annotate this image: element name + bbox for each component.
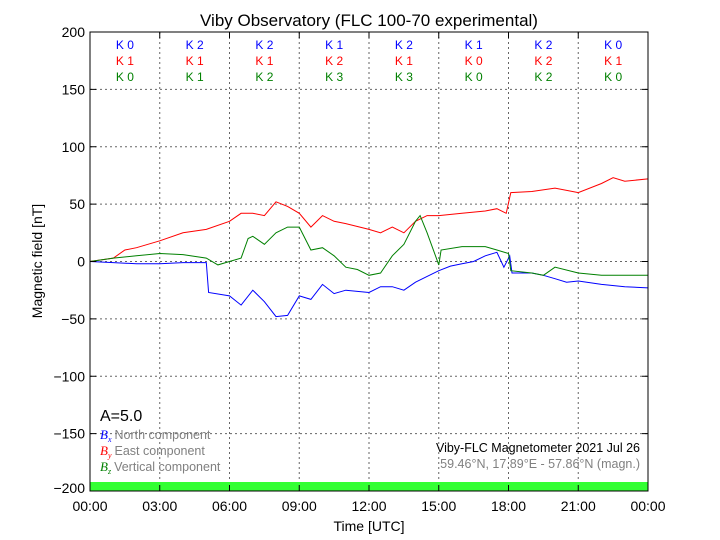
k-index-By: K 2	[325, 54, 343, 68]
series-Bz-line	[89, 214, 648, 276]
series-By-line	[89, 177, 649, 262]
k-index-Bz: K 2	[255, 70, 273, 84]
y-tick-label: −200	[53, 480, 85, 496]
legend-entry-Bx: Bx North component	[100, 427, 211, 444]
k-index-Bz: K 1	[186, 70, 204, 84]
series-lines	[89, 177, 649, 318]
y-tick-label: 100	[62, 139, 86, 155]
y-tick-label: 150	[62, 81, 86, 97]
station-label: Viby-FLC Magnetometer 2021 Jul 26	[436, 441, 640, 455]
y-tick-label: 200	[62, 24, 86, 40]
coordinates-label: 59.46°N, 17.89°E - 57.86°N (magn.)	[440, 457, 640, 471]
k-indices: K 0 K 2 K 2 K 1 K 2 K 1 K 2 K 0 K 1 K 1 K 1 K 2 K 1 K…	[116, 38, 623, 84]
k-index-By: K 1	[255, 54, 273, 68]
k-index-Bz: K 3	[395, 70, 413, 84]
k-index-Bz: K 0	[116, 70, 134, 84]
k-index-Bx: K 2	[534, 38, 552, 52]
y-tick-label: 0	[77, 254, 85, 270]
k-index-By: K 1	[604, 54, 622, 68]
k-index-Bz: K 3	[325, 70, 343, 84]
y-axis-label: Magnetic field [nT]	[29, 204, 45, 318]
x-axis-label: Time [UTC]	[333, 518, 404, 534]
x-tick-label: 18:00	[491, 498, 526, 514]
x-tick-label: 00:00	[630, 498, 665, 514]
x-tick-label: 15:00	[421, 498, 456, 514]
k-index-Bz: K 2	[534, 70, 552, 84]
x-tick-label: 12:00	[351, 498, 386, 514]
x-tick-label: 06:00	[212, 498, 247, 514]
k-index-Bz: K 0	[604, 70, 622, 84]
y-tick-label: −100	[53, 368, 85, 384]
axis-ticks: 00:00 03:00 06:00 09:00 12:00 15:00 18:00 21:00…	[53, 24, 665, 514]
x-tick-label: 03:00	[142, 498, 177, 514]
k-index-Bx: K 2	[255, 38, 273, 52]
k-index-Bx: K 0	[116, 38, 134, 52]
k-index-Bx: K 2	[395, 38, 413, 52]
a-index: A=5.0	[100, 408, 142, 425]
chart-title: Viby Observatory (FLC 100-70 experimenta…	[200, 11, 538, 30]
k-index-Bx: K 0	[604, 38, 622, 52]
grid	[90, 32, 648, 491]
x-tick-label: 21:00	[561, 498, 596, 514]
k-index-By: K 2	[534, 54, 552, 68]
x-tick-label: 00:00	[72, 498, 107, 514]
y-tick-label: 50	[69, 196, 85, 212]
k-index-By: K 0	[465, 54, 483, 68]
k-index-Bz: K 0	[465, 70, 483, 84]
k-index-Bx: K 2	[186, 38, 204, 52]
k-index-By: K 1	[116, 54, 134, 68]
legend-entry-By: By East component	[100, 443, 205, 460]
k-index-Bx: K 1	[325, 38, 343, 52]
y-tick-label: −150	[53, 426, 85, 442]
k-index-By: K 1	[395, 54, 413, 68]
k-index-By: K 1	[186, 54, 204, 68]
k-index-Bx: K 1	[465, 38, 483, 52]
series-Bx-line	[89, 251, 649, 318]
y-tick-label: −50	[61, 311, 85, 327]
legend-entry-Bz: Bz Vertical component	[100, 459, 221, 476]
x-tick-label: 09:00	[282, 498, 317, 514]
